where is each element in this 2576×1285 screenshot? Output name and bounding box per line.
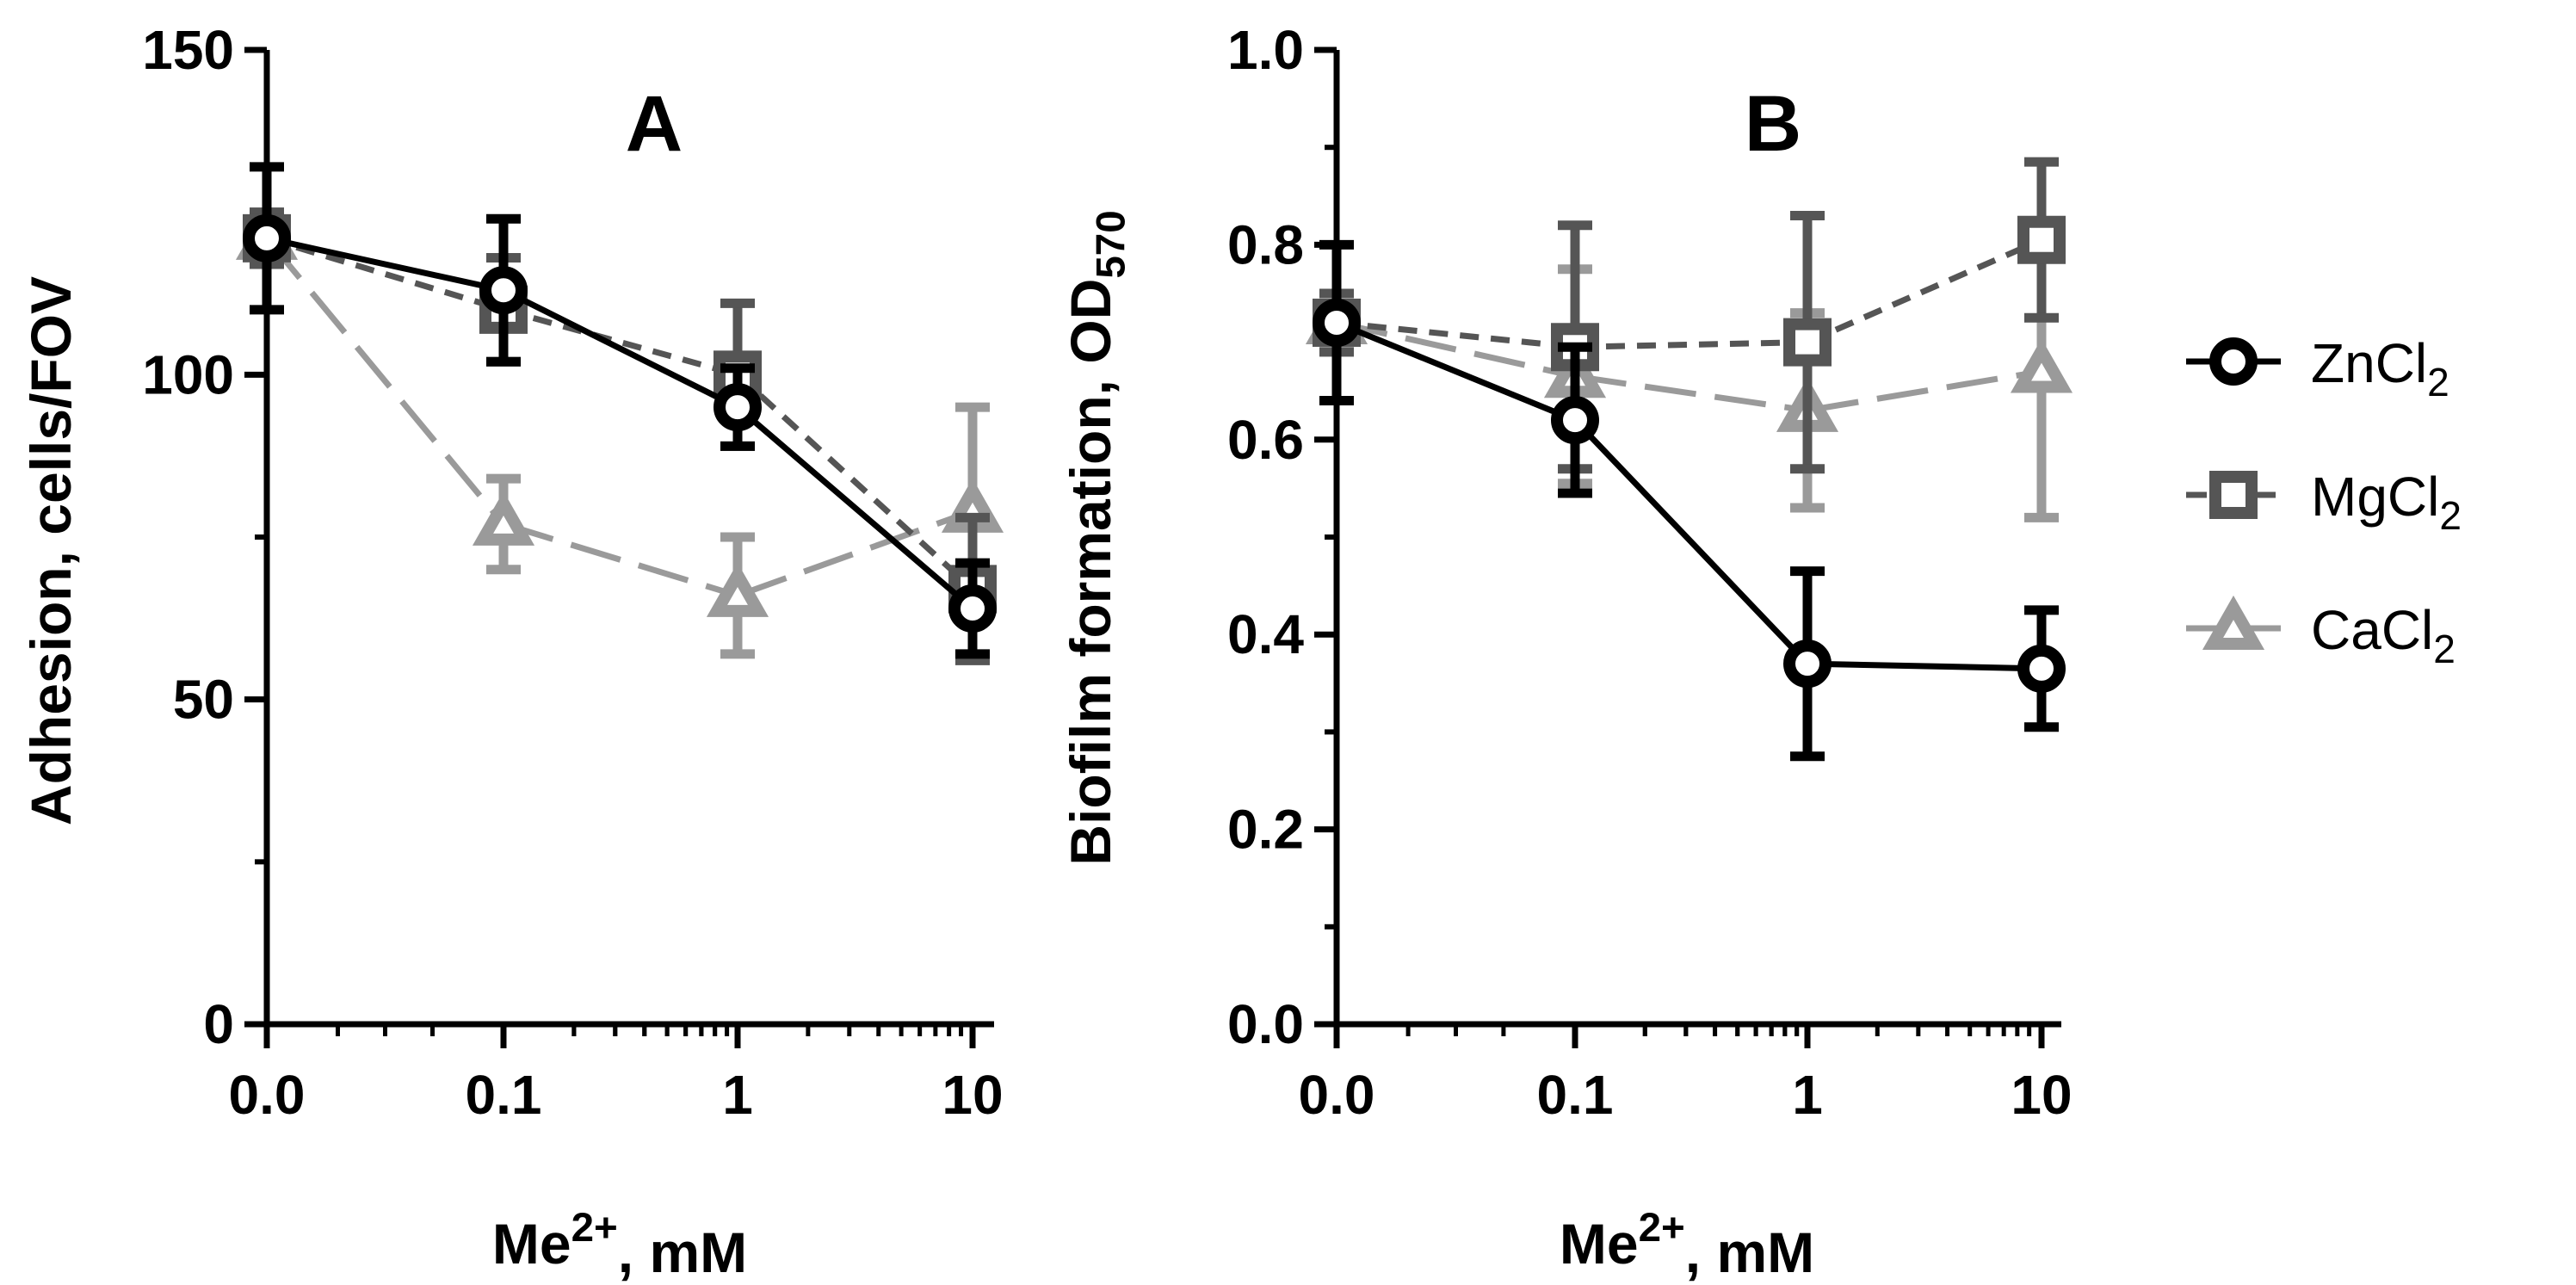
- data-point: [948, 584, 997, 633]
- legend-marker: [2209, 471, 2258, 519]
- series-line: [1807, 660, 2042, 672]
- series-line: [735, 372, 975, 591]
- y-axis-title: Biofilm formation, OD570: [1059, 210, 1134, 865]
- x-tick-label: 10: [942, 1064, 1003, 1126]
- panel-b-chart: 0.0 0.2 0.4 0.6 0.8 1.0 0.0 0.1 1 10 B Me2+, mM Biof…: [1059, 19, 2073, 1284]
- legend-label-sub: 2: [2439, 493, 2462, 538]
- legend-label-sub: 2: [2427, 360, 2449, 405]
- y-tick-label: 0.2: [1227, 799, 1304, 861]
- x-axis-title-base: Me: [492, 1212, 571, 1276]
- x-axis-title-sup: 2+: [1639, 1205, 1685, 1251]
- series-cacl2: [235, 205, 1004, 659]
- series-mgcl2: [1313, 157, 2066, 474]
- x-tick-label: 10: [2011, 1064, 2072, 1126]
- data-point: [243, 213, 291, 263]
- y-tick-label: 0.6: [1227, 409, 1304, 471]
- y-tick-label: 100: [142, 343, 234, 405]
- data-point: [1551, 396, 1599, 445]
- x-axis-title-sup: 2+: [571, 1205, 618, 1251]
- data-point: [706, 562, 769, 617]
- legend-item: CaCl2: [2186, 595, 2456, 671]
- x-axis-title: Me2+, mM: [492, 1205, 747, 1284]
- y-tick-label: 1.0: [1227, 19, 1304, 81]
- y-tick-label: 150: [142, 19, 234, 81]
- x-tick-label: 0.1: [1537, 1064, 1614, 1126]
- data-point: [1783, 318, 1832, 367]
- legend-label: CaCl2: [2311, 599, 2456, 671]
- x-axis-title-suffix: , mM: [1685, 1220, 1814, 1284]
- y-axis-title-sub: 570: [1089, 210, 1134, 278]
- series-line: [502, 521, 739, 599]
- panel-a-chart: 0 50 100 150 0.0 0.1 1 10 A Me2+, mM Adhesion, cel…: [19, 19, 1004, 1284]
- data-point: [479, 266, 528, 315]
- legend-marker: [2209, 337, 2258, 386]
- series-line: [1572, 417, 1810, 666]
- y-tick-label: 50: [173, 669, 234, 731]
- legend-label-sub: 2: [2433, 627, 2456, 671]
- series-line: [736, 508, 974, 599]
- data-point: [1313, 298, 1361, 347]
- x-axis-title: Me2+, mM: [1560, 1205, 1814, 1284]
- series-line: [1574, 339, 1808, 350]
- series-line: [264, 236, 506, 527]
- legend-marker: [2202, 595, 2265, 650]
- panel-label: A: [626, 80, 683, 168]
- y-tick-label: 0.0: [1227, 993, 1304, 1055]
- legend-label-base: CaCl: [2311, 599, 2433, 661]
- x-tick-label: 0.0: [1299, 1064, 1375, 1126]
- data-point: [713, 383, 762, 432]
- legend-label-base: ZnCl: [2311, 332, 2427, 394]
- legend-item: MgCl2: [2186, 466, 2462, 538]
- series-mgcl2: [243, 207, 997, 665]
- data-point: [2017, 215, 2066, 264]
- series-line: [1336, 319, 1576, 350]
- series-line: [266, 235, 504, 293]
- data-point: [2010, 338, 2073, 393]
- x-tick-label: 0.1: [466, 1064, 542, 1126]
- legend-item: ZnCl2: [2186, 332, 2449, 405]
- x-tick-label: 1: [1792, 1064, 1823, 1126]
- series-line: [1335, 319, 1577, 423]
- series-line: [1336, 319, 1576, 380]
- y-axis-title-base: Biofilm formation, OD: [1059, 279, 1122, 866]
- series-line: [735, 405, 975, 611]
- y-axis-title: Adhesion, cells/FOV: [19, 276, 83, 825]
- legend-label: MgCl2: [2311, 466, 2462, 538]
- y-tick-label: 0: [203, 993, 234, 1055]
- x-tick-label: 1: [722, 1064, 753, 1126]
- series-cacl2: [1305, 220, 2073, 522]
- series-line: [1574, 373, 1808, 414]
- data-point: [472, 491, 535, 546]
- legend-label-base: MgCl: [2311, 466, 2439, 528]
- x-tick-label: 0.0: [229, 1064, 306, 1126]
- y-tick-label: 0.4: [1227, 603, 1304, 665]
- series-line: [265, 235, 505, 313]
- legend-label: ZnCl2: [2311, 332, 2449, 405]
- panel-label: B: [1745, 80, 1801, 168]
- series-line: [1807, 368, 2042, 414]
- data-point: [1783, 639, 1832, 689]
- series-line: [502, 287, 739, 411]
- series-line: [503, 306, 738, 378]
- series-zncl2: [243, 162, 997, 659]
- x-axis-title-suffix: , mM: [618, 1220, 747, 1284]
- data-point: [2017, 644, 2066, 693]
- x-axis-title-base: Me: [1560, 1212, 1639, 1276]
- series-zncl2: [1313, 239, 2066, 762]
- y-tick-label: 0.8: [1227, 213, 1304, 275]
- series-line: [1806, 237, 2043, 345]
